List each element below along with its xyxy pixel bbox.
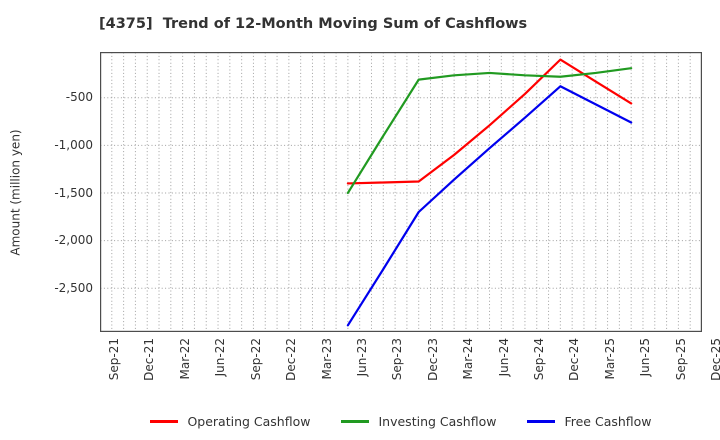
x-tick-label: Dec-25 xyxy=(709,338,720,381)
x-tick-label: Jun-23 xyxy=(354,338,369,377)
y-tick-label: -1,500 xyxy=(54,185,93,200)
x-tick-label: Mar-24 xyxy=(461,338,476,380)
x-tick-label: Sep-22 xyxy=(248,338,263,381)
legend-item-operating-cashflow: Operating Cashflow xyxy=(150,413,310,430)
x-tick-label: Dec-24 xyxy=(567,338,582,381)
x-tick-label: Jun-22 xyxy=(213,338,228,377)
x-tick-label: Dec-23 xyxy=(425,338,440,381)
plot-area xyxy=(100,52,702,332)
legend-line-swatch xyxy=(150,420,179,423)
series-line-free-cashflow xyxy=(346,85,633,327)
legend-item-investing-cashflow: Investing Cashflow xyxy=(341,413,496,430)
plot-border xyxy=(100,52,702,332)
y-tick-label: -500 xyxy=(65,90,93,105)
y-tick-label: -1,000 xyxy=(54,137,93,152)
legend-label: Investing Cashflow xyxy=(378,414,497,429)
x-tick-label: Dec-22 xyxy=(284,338,299,381)
y-tick-label: -2,000 xyxy=(54,233,93,248)
legend-line-swatch xyxy=(527,420,556,423)
gridlines xyxy=(100,52,702,332)
legend-label: Free Cashflow xyxy=(564,414,652,429)
x-tick-label: Jun-25 xyxy=(638,338,653,377)
legend-item-free-cashflow: Free Cashflow xyxy=(527,413,652,430)
x-tick-label: Sep-23 xyxy=(390,338,405,381)
series-line-investing-cashflow xyxy=(346,67,633,195)
chart-title: [4375] Trend of 12-Month Moving Sum of C… xyxy=(99,16,528,32)
x-tick-label: Dec-21 xyxy=(142,338,157,381)
x-tick-label: Mar-22 xyxy=(177,338,192,380)
y-tick-label: -2,500 xyxy=(54,280,93,295)
x-tick-label: Sep-21 xyxy=(107,338,121,381)
x-tick-label: Sep-24 xyxy=(531,338,546,381)
x-tick-label: Jun-24 xyxy=(496,338,511,377)
x-tick-label: Sep-25 xyxy=(673,338,688,381)
legend: Operating Cashflow Investing Cashflow Free… xyxy=(100,413,702,430)
legend-line-swatch xyxy=(341,420,370,423)
x-tick-label: Mar-23 xyxy=(319,338,334,380)
x-tick-label: Mar-25 xyxy=(602,338,617,380)
legend-label: Operating Cashflow xyxy=(187,414,311,429)
